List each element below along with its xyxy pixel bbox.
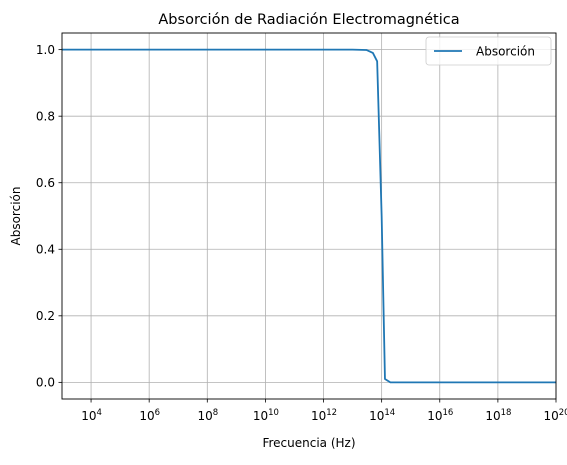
x-tick-label: 1010 <box>253 408 279 423</box>
x-tick-label: 1012 <box>311 408 337 423</box>
legend-label: Absorción <box>476 45 535 59</box>
y-tick-label: 0.2 <box>36 309 55 323</box>
x-tick-label: 1016 <box>427 408 453 423</box>
series-line-absorcion <box>62 48 556 384</box>
x-tick-base: 10 <box>543 409 558 423</box>
axis-ticks: 104 106 108 1010 1012 1014 1016 1018 10200.00.20… <box>36 43 567 423</box>
y-tick-label: 0.4 <box>36 243 55 257</box>
x-tick-base: 10 <box>369 409 384 423</box>
x-tick-exponent: 8 <box>213 408 218 418</box>
x-tick-exponent: 16 <box>442 408 453 418</box>
series-group <box>62 48 556 384</box>
x-tick-label: 1018 <box>485 408 511 423</box>
chart-title: Absorción de Radiación Electromagnética <box>158 12 459 28</box>
legend-box <box>425 36 552 66</box>
x-tick-label: 104 <box>81 408 102 423</box>
x-tick-base: 10 <box>311 409 326 423</box>
y-tick-label: 1.0 <box>36 43 55 57</box>
legend: Absorción <box>425 36 552 66</box>
x-tick-base: 10 <box>253 409 268 423</box>
x-tick-label: 108 <box>197 408 218 423</box>
x-tick-base: 10 <box>427 409 442 423</box>
x-tick-exponent: 4 <box>96 408 101 418</box>
x-tick-base: 10 <box>197 409 212 423</box>
x-tick-exponent: 6 <box>155 408 160 418</box>
y-axis-label: Absorción <box>9 187 23 246</box>
x-tick-base: 10 <box>485 409 500 423</box>
plot-frame <box>61 32 557 400</box>
x-axis-label: Frecuencia (Hz) <box>262 436 355 450</box>
x-tick-exponent: 14 <box>384 408 395 418</box>
x-tick-exponent: 18 <box>501 408 512 418</box>
y-tick-label: 0.8 <box>36 109 55 123</box>
x-tick-label: 1020 <box>543 408 567 423</box>
x-tick-label: 106 <box>139 408 160 423</box>
y-tick-label: 0.6 <box>36 176 55 190</box>
y-tick-label: 0.0 <box>36 376 55 390</box>
x-tick-base: 10 <box>139 409 154 423</box>
grid-lines <box>62 33 557 399</box>
x-tick-label: 1014 <box>369 408 395 423</box>
x-tick-exponent: 12 <box>326 408 337 418</box>
x-tick-base: 10 <box>81 409 96 423</box>
x-tick-exponent: 20 <box>559 408 567 418</box>
x-tick-exponent: 10 <box>268 408 279 418</box>
